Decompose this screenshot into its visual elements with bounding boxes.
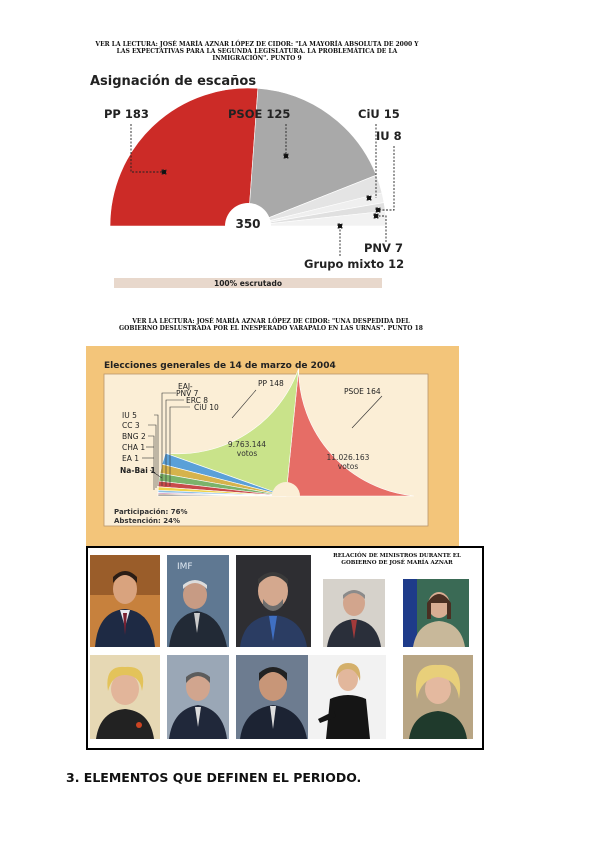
imf-banner: IMF: [177, 562, 193, 572]
seat-marker-2: [366, 195, 372, 201]
election-label-ciu: CiU 10: [194, 403, 219, 412]
election-2004-chart: Elecciones generales de 14 de marzo de 2…: [103, 361, 429, 527]
election-leader-1: [231, 389, 257, 419]
election-label-cha: CHA 1: [122, 443, 145, 452]
seat-label-pp: PP 183: [104, 107, 149, 121]
seat-chart-title: Asignación de escaños: [90, 74, 256, 89]
count-status-text: 100% escrutado: [214, 279, 282, 288]
election-label-pnv: PNV 7: [176, 389, 199, 398]
minister-photo-1: [90, 555, 160, 647]
election-leader-6: [148, 424, 157, 488]
election-leader-4: [161, 392, 176, 486]
election-leader-10: [149, 469, 163, 479]
election-chart-title: Elecciones generales de 14 de marzo de 2…: [104, 361, 336, 371]
seat-marker-5: [337, 223, 343, 229]
seat-marker-3: [375, 207, 381, 213]
seat-leader-3: [378, 146, 395, 211]
seat-marker-1: [283, 153, 289, 159]
election-label-bng: BNG 2: [122, 432, 146, 441]
pp-votes-word: votos: [237, 449, 258, 458]
seat-label-grupo-mixto: Grupo mixto 12: [304, 257, 404, 271]
minister-photo-7: [167, 655, 229, 739]
election-leader-7: [148, 435, 155, 490]
seat-total-label: 350: [235, 217, 260, 231]
minister-photo-10: [403, 655, 473, 739]
election-leader-2: [169, 406, 190, 486]
minister-photo-4: [323, 579, 385, 647]
election-label-psoe: PSOE 164: [344, 387, 381, 396]
minister-photo-8: [236, 655, 311, 739]
chart1-caption: VER LA LECTURA: JOSÉ MARÍA AZNAR LÓPEZ D…: [95, 41, 419, 62]
seat-marker-0: [161, 169, 167, 175]
minister-photo-6: [90, 655, 160, 739]
seat-leader-4: [376, 215, 387, 242]
seat-marker-4: [373, 213, 379, 219]
section-heading: 3. ELEMENTOS QUE DEFINEN EL PERIODO.: [66, 770, 362, 785]
ministers-note: RELACIÓN DE MINISTROS DURANTE EL GOBIERN…: [333, 553, 461, 566]
election-label-iu: IU 5: [122, 411, 137, 420]
election-wedge-psoe: [285, 368, 415, 497]
seat-wedge-pp: [109, 87, 259, 227]
abstention-text: Abstención: 24%: [114, 517, 180, 525]
seat-label-ciu: CiU 15: [358, 107, 400, 121]
minister-photo-2: IMF: [167, 555, 229, 647]
election-label-na-bai: Na-Bai 1: [120, 466, 156, 475]
election-wedge-na-bai: [157, 494, 287, 497]
minister-photo-9: [308, 655, 386, 739]
pp-votes: 9.763.144: [228, 440, 266, 449]
minister-photo-3: [236, 555, 311, 647]
election-label-cc: CC 3: [122, 421, 140, 430]
election-label-eaj: EAJ-: [178, 382, 193, 391]
psoe-votes-word: votos: [338, 462, 359, 471]
election-leader-0: [351, 395, 383, 429]
election-label-pp: PP 148: [258, 379, 284, 388]
seat-label-psoe: PSOE 125: [228, 107, 290, 121]
count-status-bar: [114, 278, 382, 288]
psoe-votes: 11.026.163: [327, 453, 370, 462]
seat-label-iu: IU 8: [376, 129, 402, 143]
seat-label-pnv: PNV 7: [364, 241, 403, 255]
participation-text: Participación: 76%: [114, 508, 187, 516]
seat-leader-0: [130, 124, 164, 173]
election-wedge-pp: [165, 368, 299, 497]
seat-wedge-psoe: [247, 88, 377, 227]
chart2-caption: VER LA LECTURA: JOSÉ MARÍA AZNAR LÓPEZ D…: [119, 318, 423, 332]
election-leader-3: [165, 399, 184, 486]
election-leader-5: [154, 414, 159, 486]
election-label-erc: ERC 8: [186, 396, 208, 405]
minister-photo-5: [403, 579, 469, 647]
election-label-ea: EA 1: [122, 454, 139, 463]
seat-wedge-grupo-mixto: [247, 210, 387, 227]
election-hub: [272, 482, 300, 496]
seat-allocation-chart: Asignación de escaños 350 PP 183 PSOE 125…: [86, 66, 426, 296]
